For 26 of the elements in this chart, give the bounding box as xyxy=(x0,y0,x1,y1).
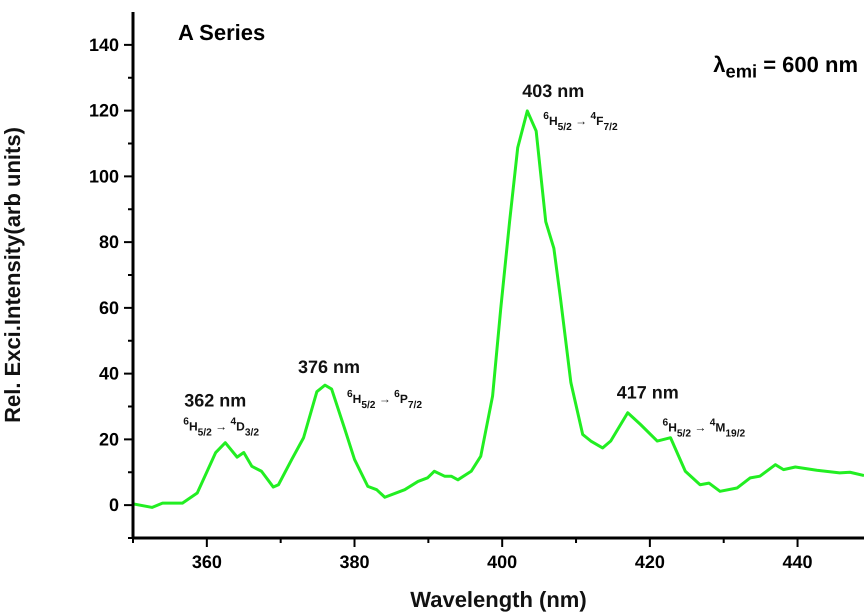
annotation: $^{6}$H$_{5/2}$ → $^{4}$M$_{19/2}$ xyxy=(662,418,746,440)
annotation: λ$_{emi}$ = 600 nm xyxy=(713,52,858,82)
annotation: 403 nm xyxy=(522,80,584,101)
annotation: $^{6}$H$_{5/2}$ → $^{6}$P$_{7/2}$ xyxy=(346,389,422,411)
annotation: 362 nm xyxy=(184,390,246,411)
annotation: 417 nm xyxy=(616,382,679,403)
x-tick-label: 420 xyxy=(634,552,665,572)
x-tick-label: 440 xyxy=(782,552,813,572)
y-tick-label: 100 xyxy=(88,166,119,186)
line-series xyxy=(133,109,864,509)
y-tick-label: 80 xyxy=(98,232,119,252)
x-tick-label: 400 xyxy=(487,552,518,572)
x-tick-label: 380 xyxy=(339,552,370,572)
x-tick-label: 360 xyxy=(192,552,222,572)
chart-title: A Series xyxy=(178,20,266,46)
x-axis-title: Wavelength (nm) xyxy=(410,587,587,612)
annotation: 376 nm xyxy=(298,357,360,378)
y-tick-label: 0 xyxy=(108,495,119,516)
annotation: $^{6}$H$_{5/2}$ → $^{4}$F$_{7/2}$ xyxy=(543,110,618,132)
y-tick-label: 120 xyxy=(88,100,119,121)
y-axis-title: Rel. Exci.Intensity(arb units) xyxy=(0,127,25,423)
y-tick-label: 60 xyxy=(98,298,119,318)
y-tick-label: 140 xyxy=(88,34,119,55)
y-tick-label: 40 xyxy=(98,364,119,384)
annotation: $^{6}$H$_{5/2}$ → $^{4}$D$_{3/2}$ xyxy=(183,416,260,438)
y-tick-label: 20 xyxy=(98,429,119,450)
